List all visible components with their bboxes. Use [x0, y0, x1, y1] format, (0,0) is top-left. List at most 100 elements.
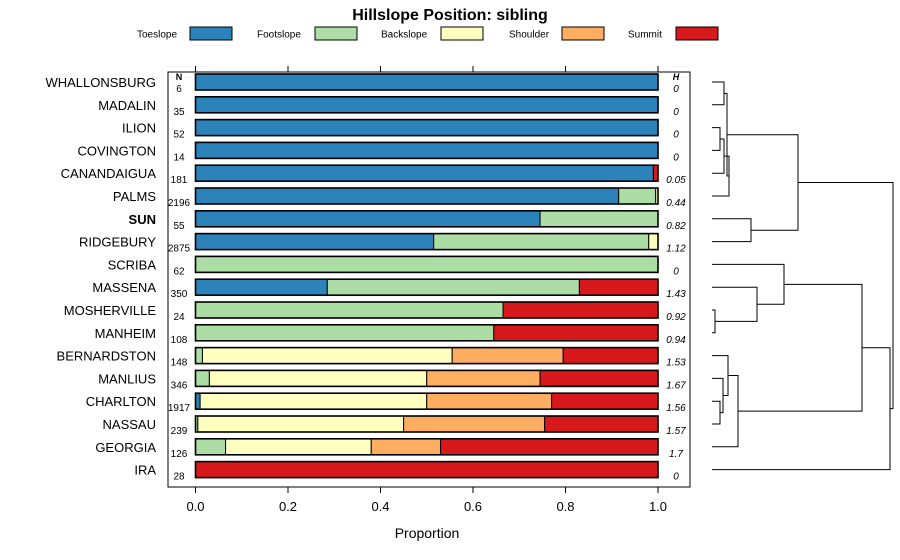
bar-outline — [194, 437, 659, 456]
y-tick-label: MANHEIM — [95, 326, 156, 341]
bar-segment — [195, 255, 659, 273]
dendrogram-link — [712, 81, 725, 106]
n-header: N — [176, 72, 183, 82]
dendrogram — [712, 81, 894, 471]
bar-segment — [195, 324, 495, 342]
bar-segment — [562, 347, 659, 365]
dendrogram-link — [712, 400, 721, 425]
x-tick-label: 0.2 — [279, 499, 297, 514]
bar-outline — [194, 96, 659, 114]
bar-segment — [426, 369, 541, 387]
x-tick-label: 1.0 — [649, 499, 667, 514]
h-value: 1.7 — [669, 449, 683, 460]
bar-outline — [194, 323, 659, 342]
bar-segment — [195, 73, 659, 91]
n-value: 181 — [171, 175, 188, 186]
legend-swatch — [561, 26, 605, 41]
bar-segment — [195, 278, 328, 296]
y-tick-label: SCRIBA — [108, 257, 157, 272]
bar-segment — [195, 141, 659, 159]
h-value: 1.43 — [666, 289, 686, 300]
bar-segment — [225, 438, 372, 456]
legend-swatch — [675, 26, 719, 41]
legend-label: Footslope — [257, 30, 301, 41]
bar-segment — [195, 187, 620, 205]
n-value: 108 — [171, 335, 188, 346]
bar-outline — [194, 255, 659, 274]
bar-segment — [426, 392, 553, 410]
bar-outline — [194, 164, 659, 182]
y-tick-label: CANANDAIGUA — [61, 166, 157, 181]
bar-outline — [194, 141, 659, 160]
dendrogram-link — [712, 138, 725, 174]
n-value: 2196 — [168, 198, 191, 209]
bar-outline — [194, 346, 659, 365]
y-tick-label: MANLIUS — [98, 371, 156, 386]
h-value: 0 — [673, 84, 679, 95]
n-value: 148 — [171, 358, 188, 369]
bar-rows — [194, 73, 659, 479]
y-tick-label: NASSAU — [103, 417, 156, 432]
legend-label: Backslope — [381, 30, 428, 41]
n-value: 126 — [171, 449, 188, 460]
h-value: 0 — [673, 472, 679, 483]
n-value: 346 — [171, 380, 188, 391]
bar-segment — [197, 415, 405, 433]
n-column: N 6 35 52 14 181 2196 55 2875 62 350 24 108 148 346 191… — [168, 72, 191, 483]
x-tick-label: 0.0 — [186, 499, 204, 514]
dendrogram-link — [712, 309, 716, 334]
y-tick-label: MOSHERVILLE — [64, 303, 157, 318]
x-tick-label: 0.6 — [464, 499, 482, 514]
legend-label: Toeslope — [137, 30, 177, 41]
bar-segment — [544, 415, 659, 433]
dendrogram-link — [712, 263, 785, 305]
n-value: 1917 — [168, 403, 191, 414]
y-tick-label: ILION — [122, 121, 156, 136]
bar-outline — [194, 460, 659, 479]
dendrogram-link — [712, 355, 729, 396]
bar-outline — [194, 415, 659, 433]
h-value: 1.53 — [666, 358, 686, 369]
bar-segment — [326, 278, 580, 296]
n-value: 52 — [173, 130, 185, 141]
dendrogram-link — [712, 127, 721, 151]
dendrogram-link — [712, 286, 758, 322]
y-axis-labels: WHALLONSBURG MADALIN ILION COVINGTON CANANDA… — [45, 75, 156, 478]
bar-outline — [194, 232, 659, 251]
bar-outline — [194, 118, 659, 137]
y-tick-label: MASSENA — [92, 280, 156, 295]
legend-label: Summit — [628, 30, 662, 41]
h-header: H — [673, 72, 680, 82]
y-tick-label: SUN — [129, 212, 156, 227]
bar-segment — [578, 278, 659, 296]
n-value: 14 — [173, 152, 185, 163]
bar-segment — [502, 301, 659, 319]
x-tick-label: 0.4 — [371, 499, 389, 514]
y-tick-label: GEORGIA — [95, 440, 156, 455]
bar-outline — [194, 210, 659, 228]
n-value: 28 — [173, 472, 185, 483]
bar-outline — [194, 369, 659, 388]
y-tick-label: BERNARDSTON — [57, 349, 156, 364]
y-tick-label: CHARLTON — [86, 394, 156, 409]
h-value: 0 — [673, 152, 679, 163]
bar-segment — [195, 301, 504, 319]
bar-segment — [403, 415, 546, 433]
h-value: 1.12 — [666, 244, 686, 255]
bar-segment — [195, 461, 659, 479]
h-value: 1.57 — [666, 426, 686, 437]
n-value: 55 — [173, 221, 185, 232]
h-value: 0.92 — [666, 312, 686, 323]
y-tick-label: IRA — [134, 463, 156, 478]
h-value: 0 — [673, 130, 679, 141]
bar-segment — [199, 392, 428, 410]
y-tick-label: COVINGTON — [78, 143, 157, 158]
bar-segment — [433, 233, 650, 251]
h-value: 0.44 — [666, 198, 686, 209]
h-value: 0.05 — [666, 175, 686, 186]
bar-segment — [648, 233, 659, 251]
x-axis: 0.0 0.2 0.4 0.6 0.8 1.0 — [186, 66, 667, 514]
bar-segment — [195, 347, 203, 365]
dendrogram-link — [712, 218, 752, 243]
bar-segment — [195, 438, 227, 456]
